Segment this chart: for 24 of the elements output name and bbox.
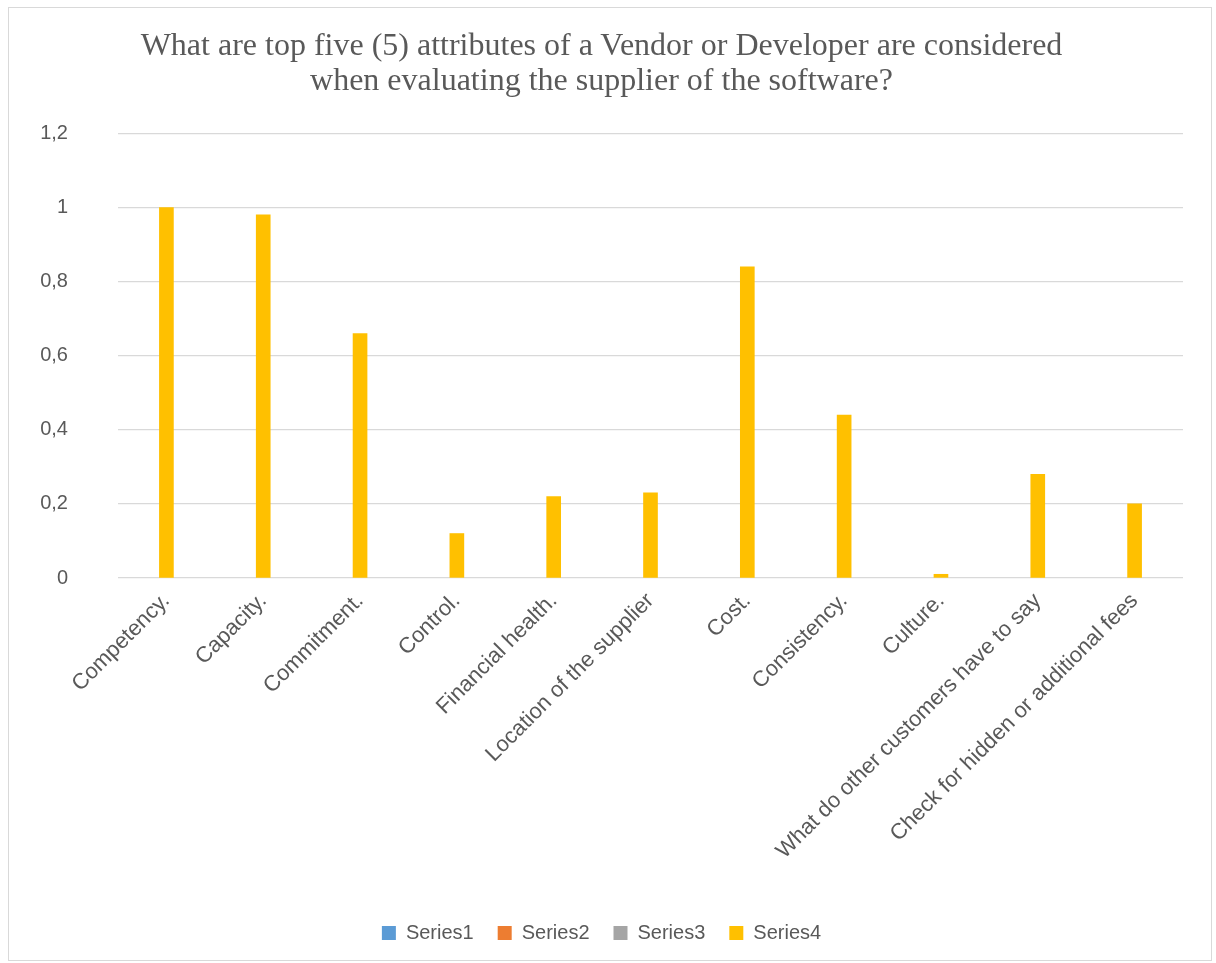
x-tick-label: Cost. — [701, 587, 756, 642]
bar — [836, 414, 852, 578]
bar — [159, 207, 174, 578]
y-tick-label: 1 — [56, 195, 68, 218]
legend-label: Series2 — [521, 920, 590, 943]
y-tick-label: 1,2 — [40, 120, 68, 143]
y-tick-label: 0,2 — [40, 491, 68, 514]
legend-label: Series3 — [637, 920, 706, 943]
legend-label: Series1 — [405, 920, 474, 943]
y-tick-label: 0,4 — [40, 417, 68, 440]
bar — [352, 333, 368, 578]
y-tick-label: 0,6 — [40, 343, 68, 366]
legend-label: Series4 — [753, 920, 822, 943]
bar — [1127, 503, 1142, 578]
bar — [546, 496, 562, 578]
chart-title: What are top five (5) attributes of a Vendor or Developer are considered when evaluating the supplier of the software? — [140, 26, 1063, 98]
bar — [1030, 473, 1046, 578]
bar — [933, 573, 949, 578]
bar — [255, 214, 271, 578]
bar — [643, 492, 658, 578]
y-tick-label: 0,8 — [40, 269, 68, 292]
bar — [449, 533, 465, 578]
y-tick-label: 0 — [56, 565, 68, 588]
bar — [739, 266, 755, 578]
